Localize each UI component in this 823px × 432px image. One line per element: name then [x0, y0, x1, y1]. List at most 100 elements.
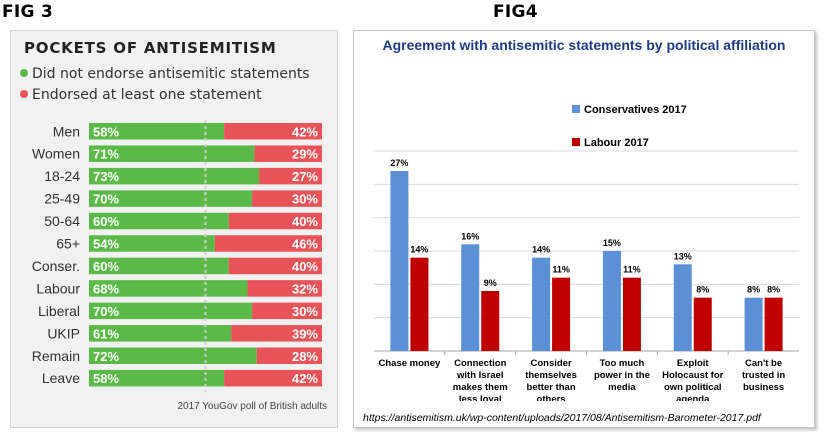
stacked-bar-plot: Men 58% 42% Women 71% 29% 18-24 73% 27% 25-49 70% 3…: [32, 120, 322, 393]
bar-not-endorsed: [89, 167, 260, 185]
chart-title: Agreement with antisemitic statements by…: [382, 37, 786, 53]
bar-conservatives: [390, 171, 409, 351]
data-label: 70%: [93, 192, 119, 207]
category-label: 65+: [56, 236, 80, 252]
bar-conservatives: [461, 244, 480, 351]
category-label: Connection with Israel makes them less loya…: [453, 358, 508, 401]
bar-not-endorsed: [89, 369, 225, 387]
bar-not-endorsed: [89, 123, 225, 140]
data-label: 40%: [292, 259, 318, 274]
legend-label: Endorsed at least one statement: [32, 87, 262, 103]
data-label: 61%: [93, 326, 119, 341]
bar-labour: [764, 297, 783, 351]
data-label: 11%: [623, 265, 641, 275]
legend-swatch: [572, 138, 580, 146]
category-label: 50-64: [44, 213, 80, 229]
bar-endorsed: [228, 257, 322, 275]
category-label: 25-49: [44, 191, 80, 207]
legend-swatch: [20, 69, 28, 77]
bar-not-endorsed: [89, 325, 232, 342]
bar-not-endorsed: [89, 235, 215, 252]
data-label: 42%: [292, 124, 318, 139]
bar-endorsed: [259, 167, 322, 185]
data-label: 58%: [93, 124, 119, 139]
data-label: 8%: [696, 285, 709, 295]
data-label: 30%: [292, 192, 318, 207]
bar-labour: [552, 277, 571, 351]
category-label: Can't be trusted in business: [742, 358, 785, 393]
data-label: 60%: [93, 259, 119, 274]
bar-endorsed: [254, 145, 322, 162]
category-label: Exploit Holocaust for own political agenda: [662, 358, 724, 401]
data-label: 8%: [767, 285, 780, 295]
legend-item-not-endorsed: Did not endorse antisemitic statements: [20, 66, 310, 82]
data-label: 68%: [93, 281, 119, 296]
chart-title: POCKETS OF ANTISEMITISM: [24, 39, 277, 57]
bar-labour: [622, 277, 641, 351]
legend-swatch: [572, 105, 580, 113]
data-label: 15%: [603, 238, 621, 248]
data-label: 42%: [292, 371, 318, 386]
data-label: 46%: [292, 237, 318, 252]
data-label: 60%: [93, 214, 119, 229]
legend-swatch: [20, 90, 28, 98]
category-label: Conser.: [32, 258, 80, 274]
data-label: 9%: [484, 278, 497, 288]
data-label: 73%: [93, 169, 119, 184]
bar-conservatives: [532, 257, 551, 351]
legend-label: Did not endorse antisemitic statements: [32, 66, 310, 82]
data-label: 30%: [292, 304, 318, 319]
bar-endorsed: [252, 190, 322, 207]
affiliation-bar-chart: Agreement with antisemitic statements by…: [353, 30, 815, 428]
data-label: 58%: [93, 371, 119, 386]
bar-endorsed: [252, 302, 322, 320]
bar-endorsed: [224, 369, 322, 387]
fig4-label: FIG4: [493, 2, 538, 22]
category-label: 18-24: [44, 168, 80, 184]
category-label: Men: [53, 123, 80, 139]
bar-endorsed: [231, 325, 322, 342]
category-label: Chase money: [379, 358, 441, 369]
bar-conservatives: [602, 251, 621, 351]
data-label: 8%: [747, 285, 760, 295]
data-label: 13%: [674, 251, 692, 261]
bar-conservatives: [673, 264, 692, 351]
category-label: Women: [32, 146, 80, 162]
legend-item-endorsed: Endorsed at least one statement: [20, 87, 262, 103]
data-label: 27%: [390, 158, 408, 168]
bar-labour: [481, 291, 500, 351]
category-label: Leave: [42, 370, 80, 386]
legend-label: Conservatives 2017: [584, 104, 687, 116]
category-label: Too much power in the media: [594, 358, 650, 393]
bar-endorsed: [256, 347, 322, 364]
data-label: 32%: [292, 281, 318, 296]
data-label: 14%: [532, 245, 550, 255]
data-label: 40%: [292, 214, 318, 229]
data-label: 11%: [552, 265, 570, 275]
category-label: Labour: [36, 280, 80, 296]
chart-source: 2017 YouGov poll of British adults: [177, 401, 327, 412]
category-label: Liberal: [38, 303, 80, 319]
chart-source: https://antisemitism.uk/wp-content/uploa…: [363, 412, 761, 424]
data-label: 39%: [292, 326, 318, 341]
category-label: UKIP: [47, 325, 80, 341]
bar-not-endorsed: [89, 212, 229, 230]
data-label: 28%: [292, 349, 318, 364]
bar-not-endorsed: [89, 280, 248, 297]
bar-labour: [693, 297, 712, 351]
data-label: 27%: [292, 169, 318, 184]
category-label: Remain: [32, 348, 80, 364]
bar-not-endorsed: [89, 302, 253, 320]
data-label: 72%: [93, 349, 119, 364]
bar-conservatives: [744, 297, 763, 351]
bar-endorsed: [224, 123, 322, 140]
bar-endorsed: [247, 280, 322, 297]
bar-endorsed: [214, 235, 322, 252]
data-label: 16%: [461, 231, 479, 241]
bar-not-endorsed: [89, 145, 255, 162]
category-label: Consider themselves better than others: [525, 358, 577, 401]
data-label: 54%: [93, 237, 119, 252]
bar-not-endorsed: [89, 190, 253, 207]
bar-not-endorsed: [89, 347, 257, 364]
data-label: 14%: [410, 245, 428, 255]
